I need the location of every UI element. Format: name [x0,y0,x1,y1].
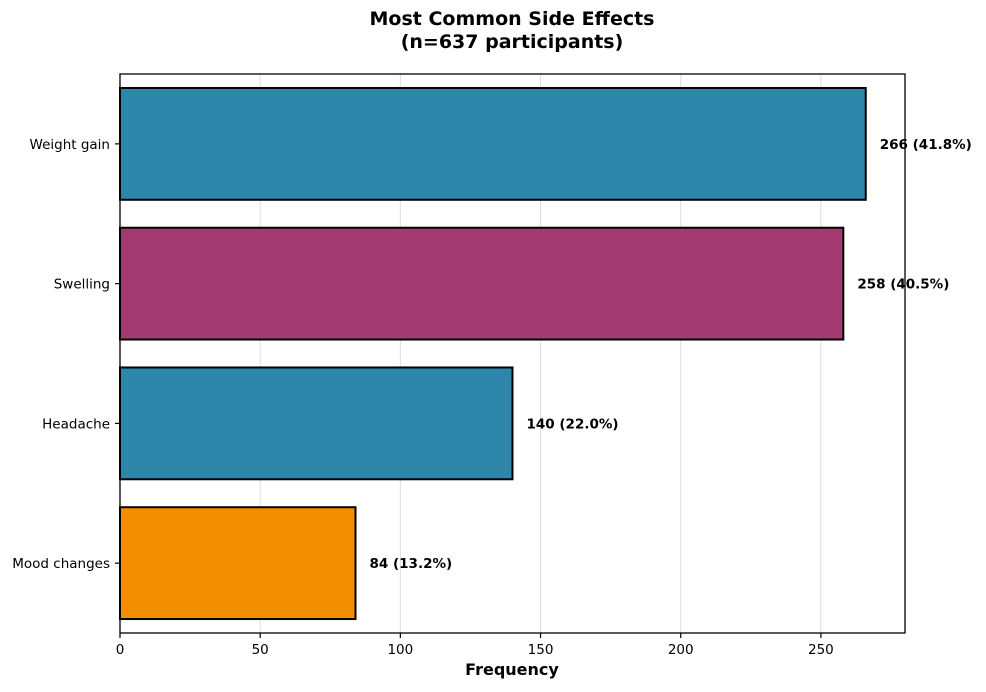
bar-weight-gain [119,86,867,201]
data-labels: 266 (41.8%) 258 (40.5%) 140 (22.0%) 84 (13.… [370,137,972,572]
data-label-mood-changes: 84 (13.2%) [370,556,453,572]
y-tick-label-swelling: Swelling [54,277,110,293]
y-tick-label-mood-changes: Mood changes [12,556,110,572]
y-axis-ticks: Weight gain Swelling Headache Mood changes [12,137,120,572]
x-axis-ticks: 0 50 100 150 200 250 [116,633,834,658]
bar-swelling [119,226,845,341]
bar-mood-changes [119,506,357,621]
bar-headache [119,366,514,481]
data-label-swelling: 258 (40.5%) [857,277,949,293]
data-label-weight-gain: 266 (41.8%) [880,137,972,153]
data-label-headache: 140 (22.0%) [527,416,619,432]
x-tick-label-100: 100 [387,642,413,658]
x-tick-label-150: 150 [528,642,554,658]
x-tick-label-250: 250 [808,642,834,658]
x-axis-label: Frequency [465,660,559,679]
x-tick-label-50: 50 [252,642,269,658]
x-tick-label-200: 200 [668,642,694,658]
x-tick-label-0: 0 [116,642,125,658]
chart-title: Most Common Side Effects [370,8,655,30]
y-tick-label-headache: Headache [42,416,110,432]
bars [119,86,867,621]
plot-frame [119,73,906,634]
y-tick-label-weight-gain: Weight gain [30,137,110,153]
chart-subtitle: (n=637 participants) [401,31,624,53]
